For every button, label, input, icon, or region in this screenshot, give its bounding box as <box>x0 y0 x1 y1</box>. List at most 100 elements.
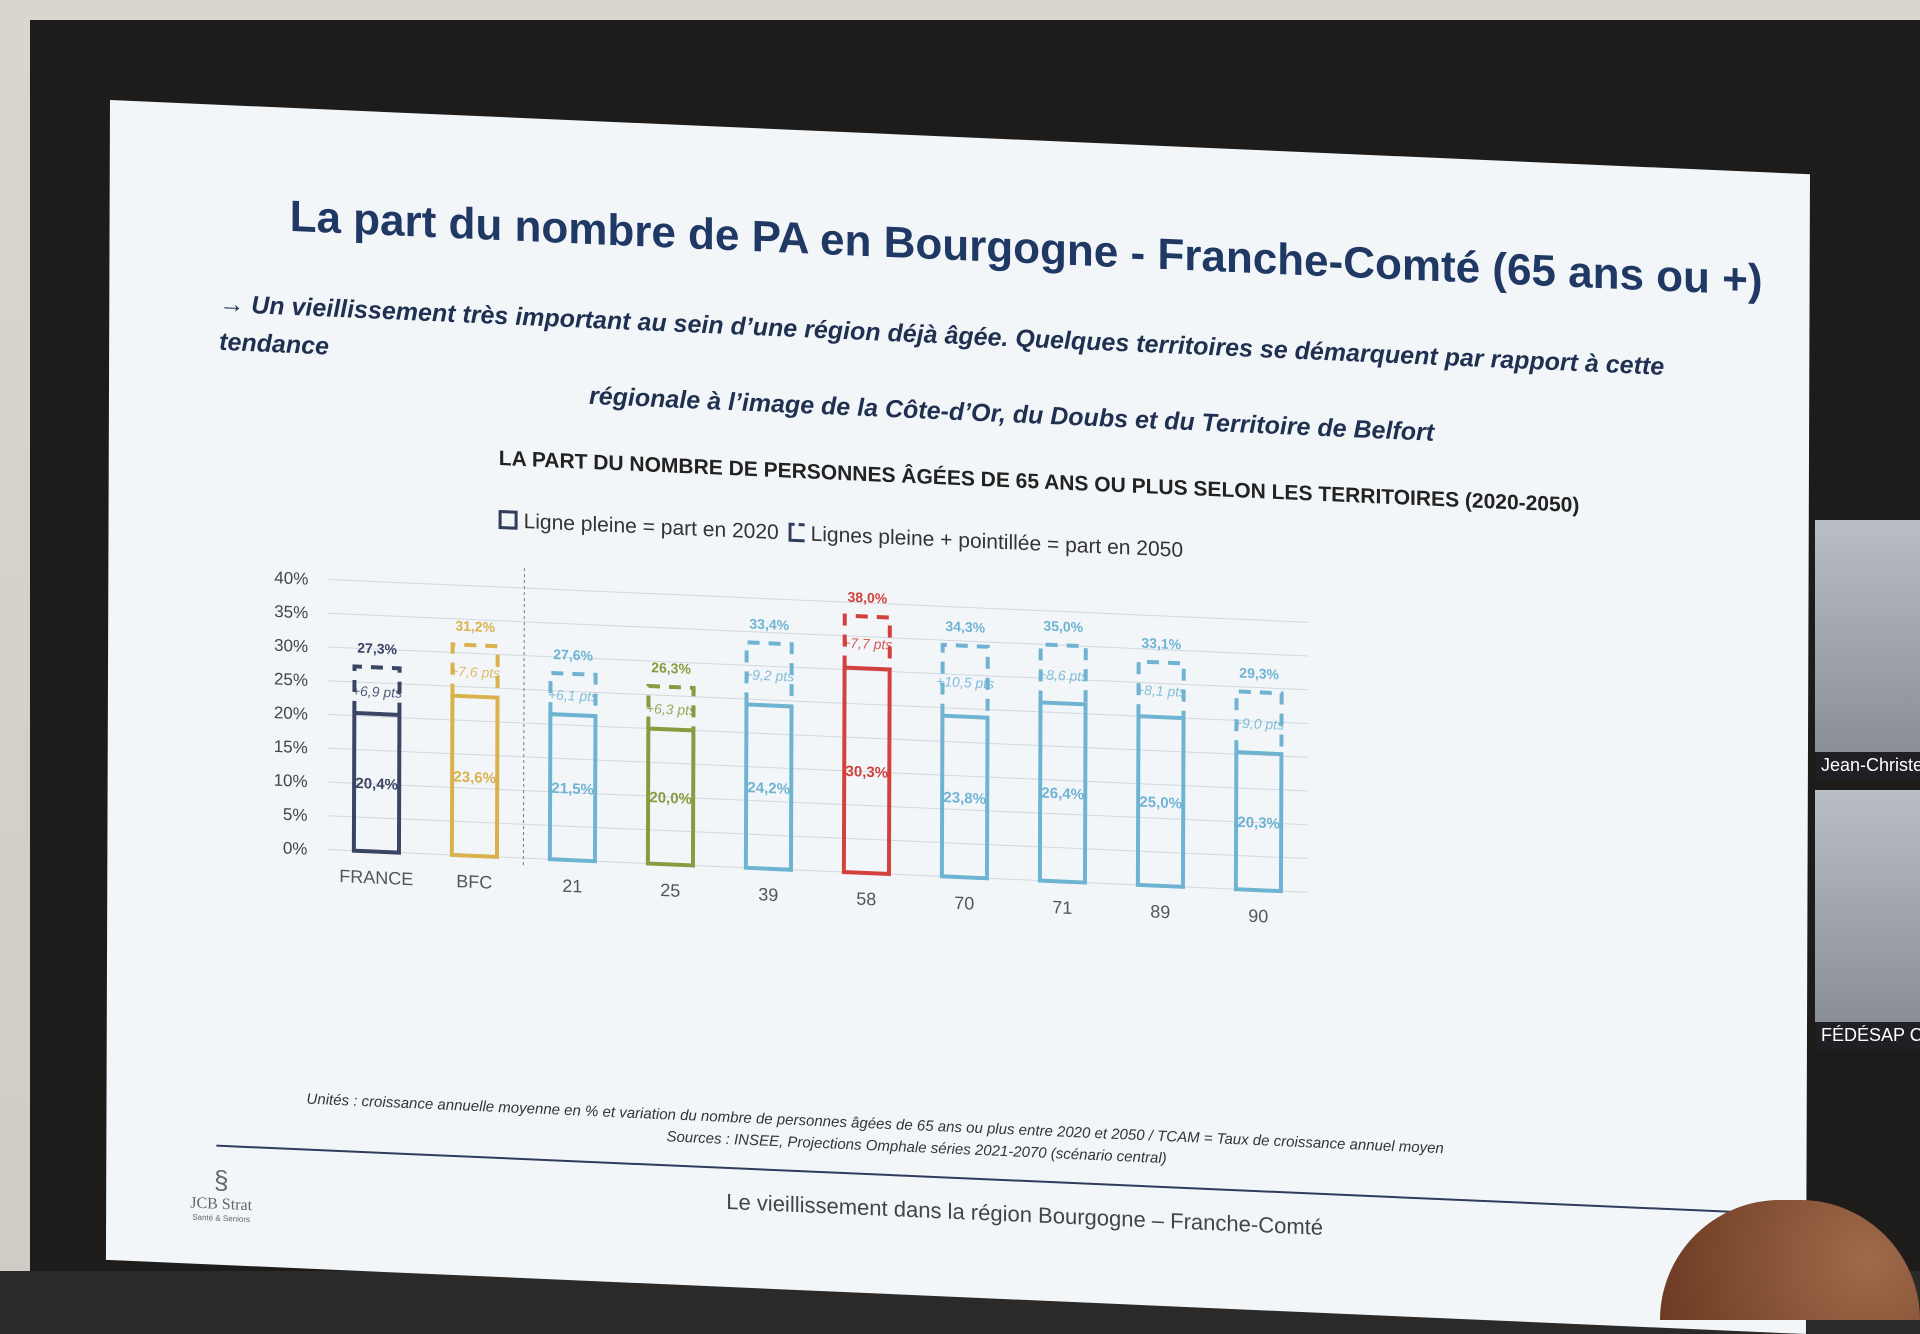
data-label-2050: 38,0% <box>848 589 888 607</box>
y-tick-label: 20% <box>274 703 308 723</box>
subtitle-line-2: régionale à l’image de la Côte-d’Or, du … <box>588 381 1435 447</box>
x-category-label: 89 <box>1150 901 1170 922</box>
data-label-2020: 24,2% <box>747 779 790 798</box>
y-tick-label: 35% <box>274 602 308 622</box>
variation-label: +10,5 pts <box>936 673 994 692</box>
solid-swatch-icon <box>498 509 518 530</box>
tv-frame: La part du nombre de PA en Bourgogne - F… <box>30 20 1920 1334</box>
gridline <box>327 781 1308 826</box>
x-category-label: 70 <box>954 893 974 914</box>
bar-2050-extension <box>940 642 990 718</box>
variation-label: +6,9 pts <box>352 683 402 701</box>
participant-video <box>1815 520 1920 752</box>
variation-label: +9,2 pts <box>744 666 794 684</box>
bar-2020 <box>841 665 892 877</box>
data-label-2020: 20,4% <box>355 775 398 794</box>
legend-dashed: Lignes pleine + pointillée = part en 205… <box>788 522 1184 563</box>
dashed-swatch-icon <box>788 522 805 543</box>
data-label-2020: 23,8% <box>943 789 986 808</box>
bar-2050-extension <box>548 670 598 717</box>
participant-tile-1[interactable]: Jean-Christe <box>1815 520 1920 780</box>
variation-label: +7,7 pts <box>842 634 892 652</box>
gridline <box>328 612 1309 657</box>
y-tick-label: 10% <box>274 771 308 791</box>
x-category-label: 58 <box>856 889 876 910</box>
slide: La part du nombre de PA en Bourgogne - F… <box>105 100 1817 1334</box>
slide-subtitle: → Un vieillissement très important au se… <box>219 285 1719 464</box>
subtitle-line-1: → Un vieillissement très important au se… <box>219 289 1665 381</box>
participant-name: FÉDÉSAP C( <box>1821 1025 1920 1045</box>
bar-2050-extension <box>646 683 696 731</box>
legend-solid-label: Ligne pleine = part en 2020 <box>523 510 779 545</box>
x-category-label: 71 <box>1052 897 1072 918</box>
data-label-2050: 26,3% <box>651 659 691 677</box>
y-tick-label: 25% <box>274 669 308 689</box>
bar-2050-extension <box>1038 642 1088 705</box>
data-label-2020: 20,3% <box>1237 814 1280 833</box>
x-category-label: 90 <box>1248 906 1268 927</box>
participant-name: Jean-Christe <box>1821 755 1920 775</box>
logo-icon: § <box>213 1164 229 1196</box>
bar-2050-extension <box>1234 689 1284 755</box>
participant-tile-2[interactable]: FÉDÉSAP C( <box>1815 790 1920 1050</box>
x-category-label: FRANCE <box>339 866 413 889</box>
x-category-label: 25 <box>660 880 680 901</box>
bar-2050-extension <box>744 640 794 707</box>
gridline <box>327 714 1308 758</box>
variation-label: +6,1 pts <box>548 686 598 704</box>
bar-2050-extension <box>450 642 500 698</box>
y-tick-label: 0% <box>283 839 308 859</box>
data-label-2050: 31,2% <box>455 617 495 635</box>
data-label-2050: 33,4% <box>749 615 789 633</box>
slide-footer: Le vieillissement dans la région Bourgog… <box>726 1188 1324 1240</box>
data-label-2020: 23,6% <box>453 768 496 787</box>
bar-2020 <box>645 726 696 868</box>
bar-2020 <box>1135 714 1186 889</box>
bar-2020 <box>449 693 500 859</box>
bar-2020 <box>351 710 402 855</box>
data-label-2050: 27,6% <box>553 646 593 664</box>
bar-2050-extension <box>352 664 402 716</box>
x-category-label: 21 <box>562 876 582 897</box>
bar-2020 <box>547 712 598 864</box>
gridline <box>327 747 1308 792</box>
bar-chart: 0% 5% 10% 15% 20% 25% 30% 35% 40% 20,4% +6,9 pts 27… <box>274 568 1309 927</box>
legend-solid: Ligne pleine = part en 2020 <box>498 509 779 545</box>
gridline <box>328 646 1309 691</box>
data-label-2050: 34,3% <box>945 618 985 636</box>
y-tick-label: 30% <box>274 636 308 656</box>
bar-2020 <box>1037 700 1088 885</box>
participant-video <box>1815 790 1920 1022</box>
y-tick-label: 40% <box>274 568 308 588</box>
slide-title: La part du nombre de PA en Bourgogne - F… <box>289 191 1763 306</box>
x-category-label: 39 <box>758 884 778 905</box>
footnote: Unités : croissance annuelle moyenne en … <box>306 1089 1706 1194</box>
separator-line <box>522 568 525 869</box>
bar-2020 <box>743 702 794 872</box>
y-tick-label: 15% <box>274 737 308 757</box>
legend-dashed-label: Lignes pleine + pointillée = part en 205… <box>810 522 1184 562</box>
variation-label: +8,1 pts <box>1136 682 1186 700</box>
data-label-2020: 26,4% <box>1041 785 1084 804</box>
gridline <box>328 579 1309 623</box>
y-tick-label: 5% <box>283 805 308 825</box>
bar-2050-extension <box>1136 659 1186 719</box>
data-label-2050: 35,0% <box>1043 618 1083 636</box>
bar-2020 <box>1233 750 1284 894</box>
gridline <box>327 815 1308 860</box>
data-label-2020: 20,0% <box>649 789 692 808</box>
variation-label: +9,0 pts <box>1234 715 1284 733</box>
data-label-2020: 25,0% <box>1139 794 1182 813</box>
chart-title: LA PART DU NOMBRE DE PERSONNES ÂGÉES DE … <box>498 446 1580 518</box>
data-label-2050: 33,1% <box>1141 635 1181 653</box>
data-label-2020: 30,3% <box>845 763 888 782</box>
company-logo: § JCB Strat Santé & Seniors <box>176 1163 266 1225</box>
bar-2050-extension <box>842 613 892 670</box>
variation-label: +6,3 pts <box>646 700 696 718</box>
data-label-2020: 21,5% <box>551 780 594 799</box>
variation-label: +8,6 pts <box>1038 666 1088 684</box>
x-category-label: BFC <box>456 871 492 893</box>
data-label-2050: 29,3% <box>1239 665 1279 683</box>
bar-2020 <box>939 713 990 881</box>
data-label-2050: 27,3% <box>357 640 397 658</box>
